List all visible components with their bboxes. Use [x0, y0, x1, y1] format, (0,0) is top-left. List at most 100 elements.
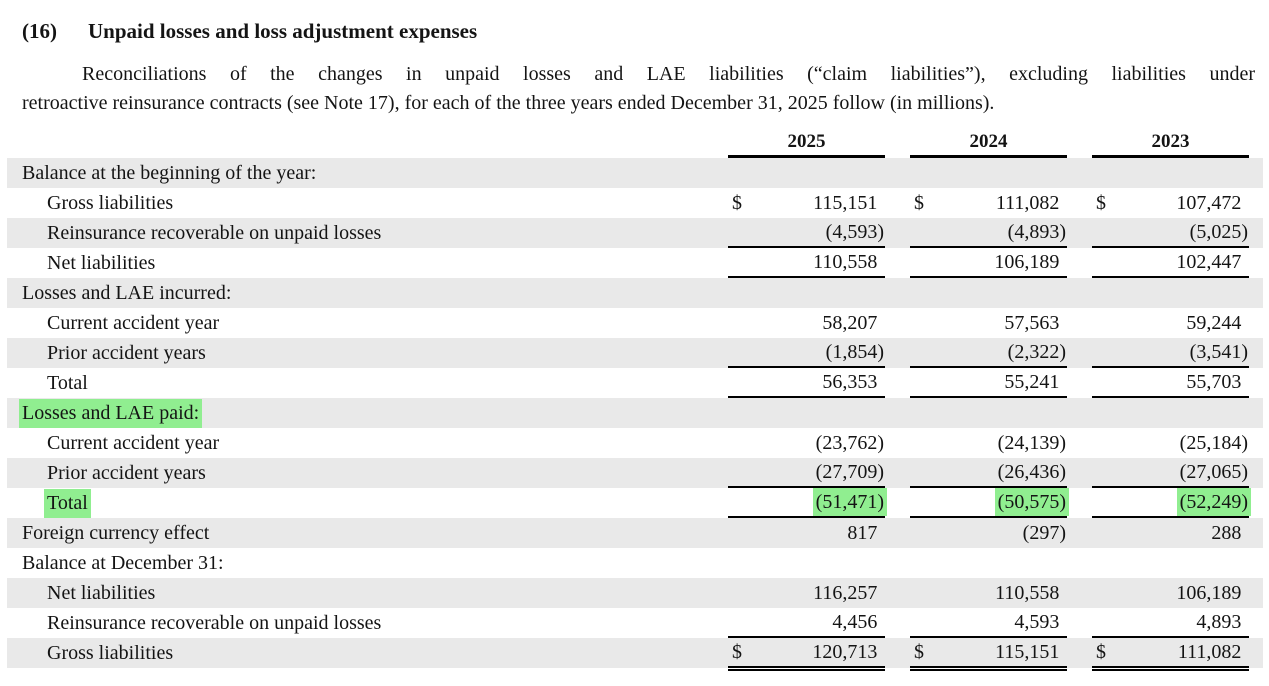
table-row: Current accident year 58,207) 57,563) 59,24…	[7, 308, 1263, 338]
year-column-header: 2023	[1092, 130, 1249, 158]
value-cell: $107,472)	[1092, 188, 1249, 218]
dollar-sign: $	[1096, 191, 1106, 214]
value-cell: (2,322)	[910, 338, 1067, 368]
value-cell: (23,762)	[728, 428, 885, 458]
cell-value: 110,558	[813, 251, 878, 273]
value-cell: 817)	[728, 518, 885, 548]
cell-value: 55,703	[1186, 371, 1242, 393]
dollar-sign: $	[732, 640, 742, 663]
row-label: Gross liabilities	[7, 638, 703, 668]
row-label: Net liabilities	[7, 578, 703, 608]
value-cell: 288)	[1092, 518, 1249, 548]
value-cell: (27,065)	[1092, 458, 1249, 488]
cell-value: 4,593	[1014, 611, 1060, 633]
table-row: Total (51,471) (50,575) (52,249)	[7, 488, 1263, 518]
cell-value: (4,893)	[1007, 221, 1066, 243]
row-label-text: Balance at December 31:	[22, 551, 224, 574]
table-row: Reinsurance recoverable on unpaid losses…	[7, 608, 1263, 638]
cell-value: 58,207	[822, 312, 878, 334]
row-label: Reinsurance recoverable on unpaid losses	[7, 608, 703, 638]
note-number: (16)	[22, 19, 57, 43]
value-cell: 4,893)	[1092, 608, 1249, 638]
cell-value: (4,593)	[825, 221, 884, 243]
value-cell	[910, 398, 1067, 428]
row-label: Losses and LAE paid:	[7, 398, 703, 428]
highlighted-cell-value: (52,249)	[1179, 491, 1248, 513]
highlighted-row-label-text: Total	[47, 491, 88, 515]
table-row: Prior accident years (1,854) (2,322) (3,541…	[7, 338, 1263, 368]
dollar-sign: $	[1096, 640, 1106, 663]
table-row: Total 56,353) 55,241) 55,703)	[7, 368, 1263, 398]
dollar-sign: $	[732, 191, 742, 214]
dollar-sign: $	[914, 640, 924, 663]
cell-value: 59,244	[1186, 312, 1242, 334]
row-label-text: Current accident year	[47, 431, 220, 454]
row-label-text: Current accident year	[47, 311, 220, 334]
value-cell	[910, 278, 1067, 308]
row-label: Total	[7, 488, 703, 518]
value-cell: (51,471)	[728, 488, 885, 518]
value-cell	[728, 548, 885, 578]
value-cell: (24,139)	[910, 428, 1067, 458]
cell-value: (27,709)	[815, 461, 884, 483]
table-row: Net liabilities 110,558) 106,189) 102,447)	[7, 248, 1263, 278]
cell-value: 116,257	[813, 582, 878, 604]
highlighted-cell-value: (51,471)	[815, 491, 884, 513]
table-row: Net liabilities 116,257) 110,558) 106,189)	[7, 578, 1263, 608]
cell-value: 102,447	[1176, 251, 1242, 273]
value-cell: (27,709)	[728, 458, 885, 488]
row-label-text: Balance at the beginning of the year:	[22, 161, 317, 184]
value-cell: $111,082)	[910, 188, 1067, 218]
reconciliation-table: 2025 2024 2023 Balance at the beginning of…	[7, 130, 1263, 671]
row-label-text: Gross liabilities	[47, 191, 174, 214]
value-cell	[1092, 548, 1249, 578]
cell-value: 817	[847, 522, 878, 544]
value-cell: 110,558)	[910, 578, 1067, 608]
value-cell: (3,541)	[1092, 338, 1249, 368]
value-cell: (1,854)	[728, 338, 885, 368]
value-cell: $111,082)	[1092, 638, 1249, 671]
table-row: Gross liabilities$120,713)$115,151)$111,…	[7, 638, 1263, 671]
cell-value: 106,189	[1176, 582, 1242, 604]
row-label: Losses and LAE incurred:	[7, 278, 703, 308]
cell-value: (1,854)	[825, 341, 884, 363]
intro-line-2: retroactive reinsurance contracts (see N…	[22, 91, 995, 114]
row-label-text: Gross liabilities	[47, 641, 174, 664]
value-cell: 106,189)	[910, 248, 1067, 278]
row-label: Prior accident years	[7, 458, 703, 488]
cell-value: 56,353	[822, 371, 878, 393]
value-cell: 57,563)	[910, 308, 1067, 338]
value-cell: $115,151)	[910, 638, 1067, 671]
row-label-text: Net liabilities	[47, 251, 156, 274]
value-cell: 55,703)	[1092, 368, 1249, 398]
cell-value: 4,456	[832, 611, 878, 633]
intro-paragraph: Reconciliations of the changes in unpaid…	[22, 60, 1255, 117]
value-cell: 106,189)	[1092, 578, 1249, 608]
value-cell: 56,353)	[728, 368, 885, 398]
cell-value: 111,082	[1177, 641, 1242, 663]
row-label: Total	[7, 368, 703, 398]
cell-value: (297)	[1022, 522, 1066, 544]
value-cell: 4,593)	[910, 608, 1067, 638]
note-content: (16) Unpaid losses and loss adjustment ex…	[0, 0, 1269, 117]
value-cell: (4,593)	[728, 218, 885, 248]
cell-value: (23,762)	[815, 432, 884, 454]
cell-value: 115,151	[995, 641, 1060, 663]
cell-value: 110,558	[995, 582, 1060, 604]
cell-value: (27,065)	[1179, 461, 1248, 483]
cell-value: 288	[1211, 522, 1242, 544]
table-row: Prior accident years (27,709) (26,436) (27,…	[7, 458, 1263, 488]
row-label-text: Reinsurance recoverable on unpaid losses	[47, 221, 382, 244]
row-label: Net liabilities	[7, 248, 703, 278]
value-cell	[728, 278, 885, 308]
value-cell: 55,241)	[910, 368, 1067, 398]
value-cell: (297)	[910, 518, 1067, 548]
table-header-row: 2025 2024 2023	[7, 130, 1263, 158]
row-label-text: Total	[47, 371, 88, 394]
value-cell: (4,893)	[910, 218, 1067, 248]
row-label: Prior accident years	[7, 338, 703, 368]
table-row: Reinsurance recoverable on unpaid losses…	[7, 218, 1263, 248]
cell-value: 107,472	[1176, 192, 1242, 214]
value-cell: 110,558)	[728, 248, 885, 278]
note-heading: (16) Unpaid losses and loss adjustment ex…	[22, 19, 1255, 43]
